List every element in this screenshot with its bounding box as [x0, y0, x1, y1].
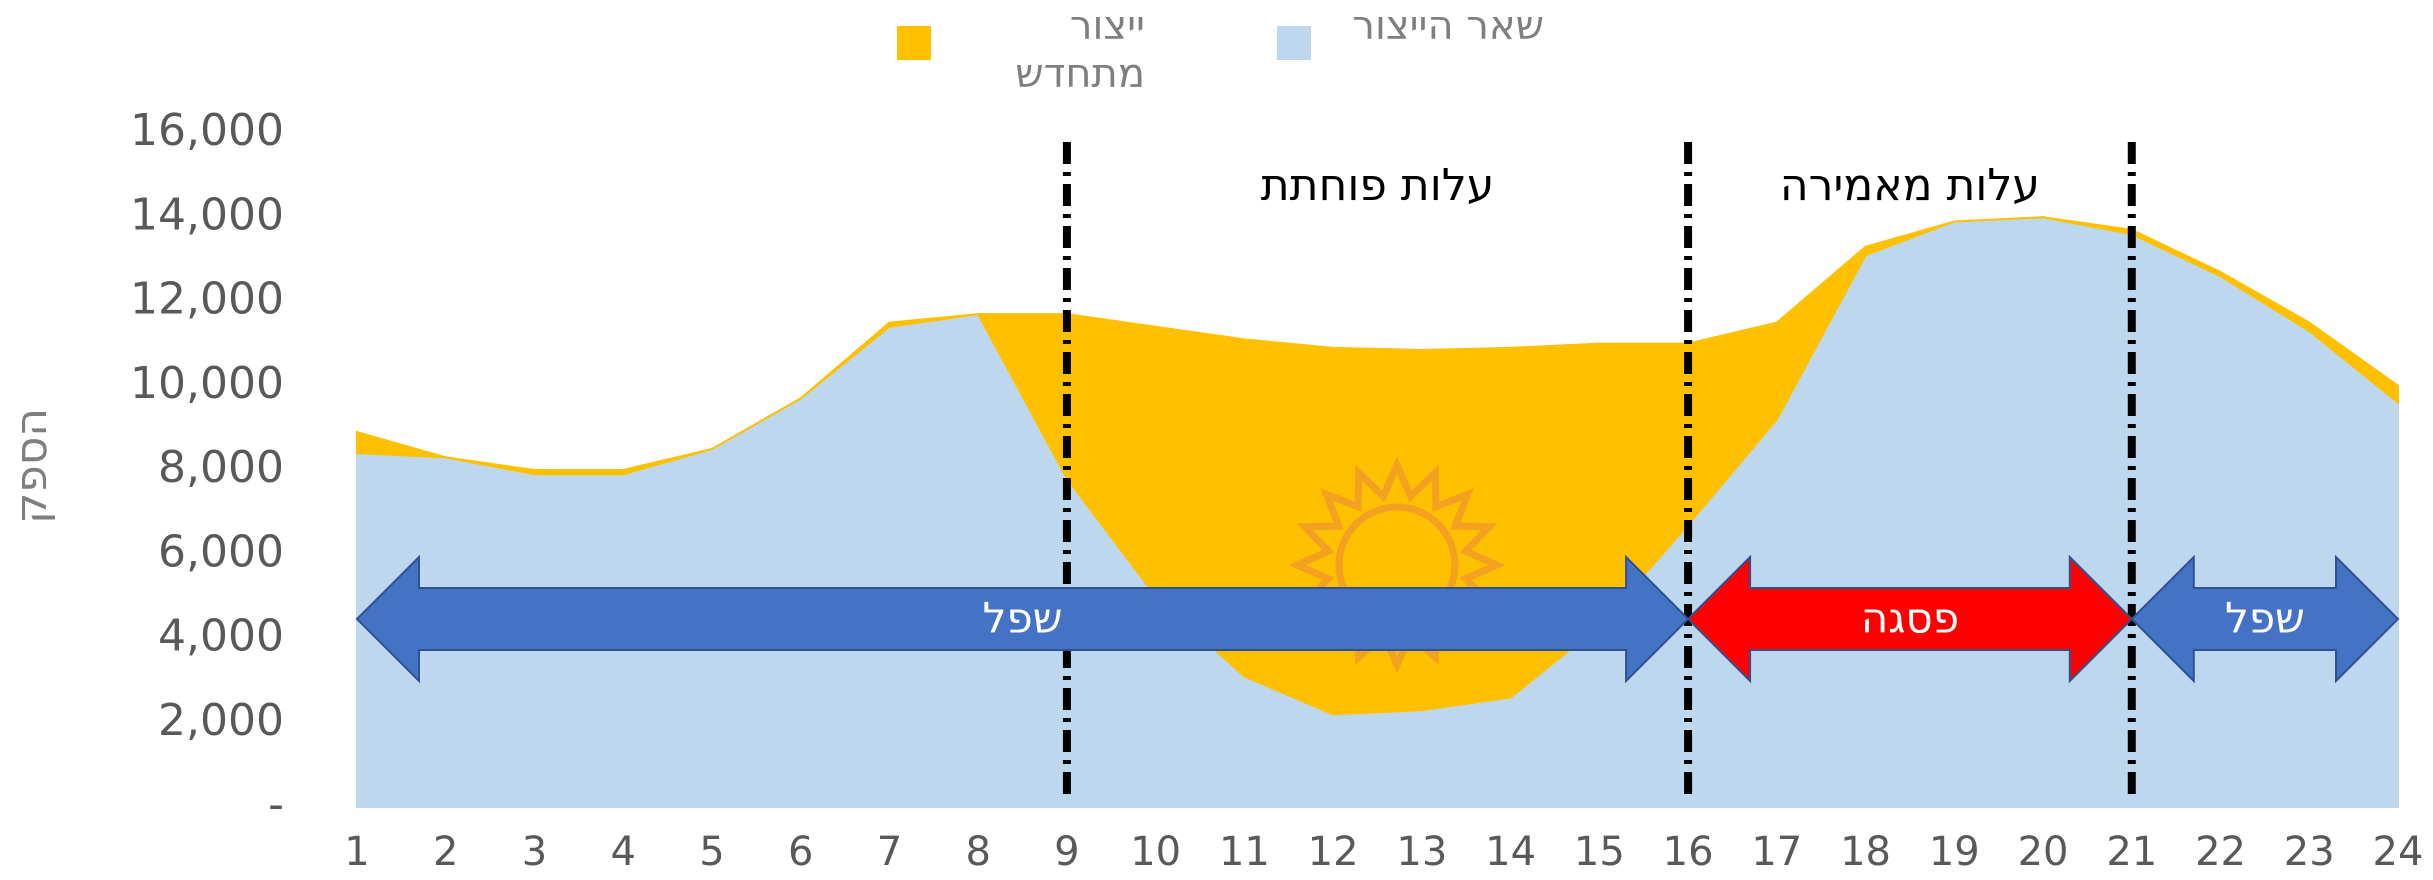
x-tick-label: 24 — [2373, 829, 2424, 875]
x-tick-label: 3 — [522, 829, 547, 875]
x-tick-label: 9 — [1054, 829, 1079, 875]
x-tick-label: 10 — [1130, 829, 1181, 875]
x-tick-label: 7 — [877, 829, 902, 875]
dividers — [1062, 142, 2136, 800]
x-tick-label: 5 — [699, 829, 724, 875]
x-tick-label: 16 — [1663, 829, 1714, 875]
y-tick-label: 6,000 — [158, 526, 284, 577]
y-axis-title: הספק — [6, 408, 57, 524]
labels: - 2,000 4,000 6,000 8,000 10,000 12,000 14,000 1… — [130, 105, 2423, 875]
y-tick-label: 4,000 — [158, 611, 284, 662]
x-tick-label: 21 — [2106, 829, 2157, 875]
legend-label: ייצור מתחדש — [1015, 3, 1145, 97]
y-tick-label: 2,000 — [158, 695, 284, 746]
y-tick-label: 10,000 — [130, 358, 284, 409]
x-tick-label: 22 — [2195, 829, 2246, 875]
x-tick-label: 19 — [1929, 829, 1980, 875]
cost-label: עלות מאמירה — [1780, 160, 2040, 211]
y-tick-label: 14,000 — [130, 189, 284, 240]
x-tick-label: 15 — [1574, 829, 1625, 875]
x-tick-label: 20 — [2018, 829, 2069, 875]
region-arrow — [2130, 554, 2400, 684]
x-tick-label: 17 — [1751, 829, 1802, 875]
x-tick-label: 18 — [1840, 829, 1891, 875]
region-label: שפל — [983, 594, 1063, 643]
x-tick-label: 6 — [788, 829, 813, 875]
x-tick-label: 11 — [1219, 829, 1270, 875]
legend-swatch — [897, 26, 931, 60]
legend-swatch — [1277, 26, 1311, 60]
y-tick-label: 8,000 — [158, 442, 284, 493]
x-tick-label: 8 — [965, 829, 990, 875]
x-tick-label: 2 — [433, 829, 458, 875]
y-tick-label: 16,000 — [130, 105, 284, 156]
y-tick-label: 12,000 — [130, 274, 284, 325]
x-tick-label: 23 — [2284, 829, 2335, 875]
y-tick-label: - — [268, 779, 284, 830]
x-tick-label: 4 — [610, 829, 635, 875]
x-tick-label: 12 — [1308, 829, 1359, 875]
x-tick-label: 14 — [1485, 829, 1536, 875]
x-tick-label: 13 — [1396, 829, 1447, 875]
legend-label: שאר הייצור — [1352, 3, 1544, 49]
arrows: שפל פסגה שפל — [355, 554, 2400, 684]
cost-label: עלות פוחתת — [1261, 160, 1495, 211]
region-label: פסגה — [1861, 594, 1959, 643]
x-tick-label: 1 — [344, 829, 369, 875]
region-label: שפל — [2225, 594, 2305, 643]
